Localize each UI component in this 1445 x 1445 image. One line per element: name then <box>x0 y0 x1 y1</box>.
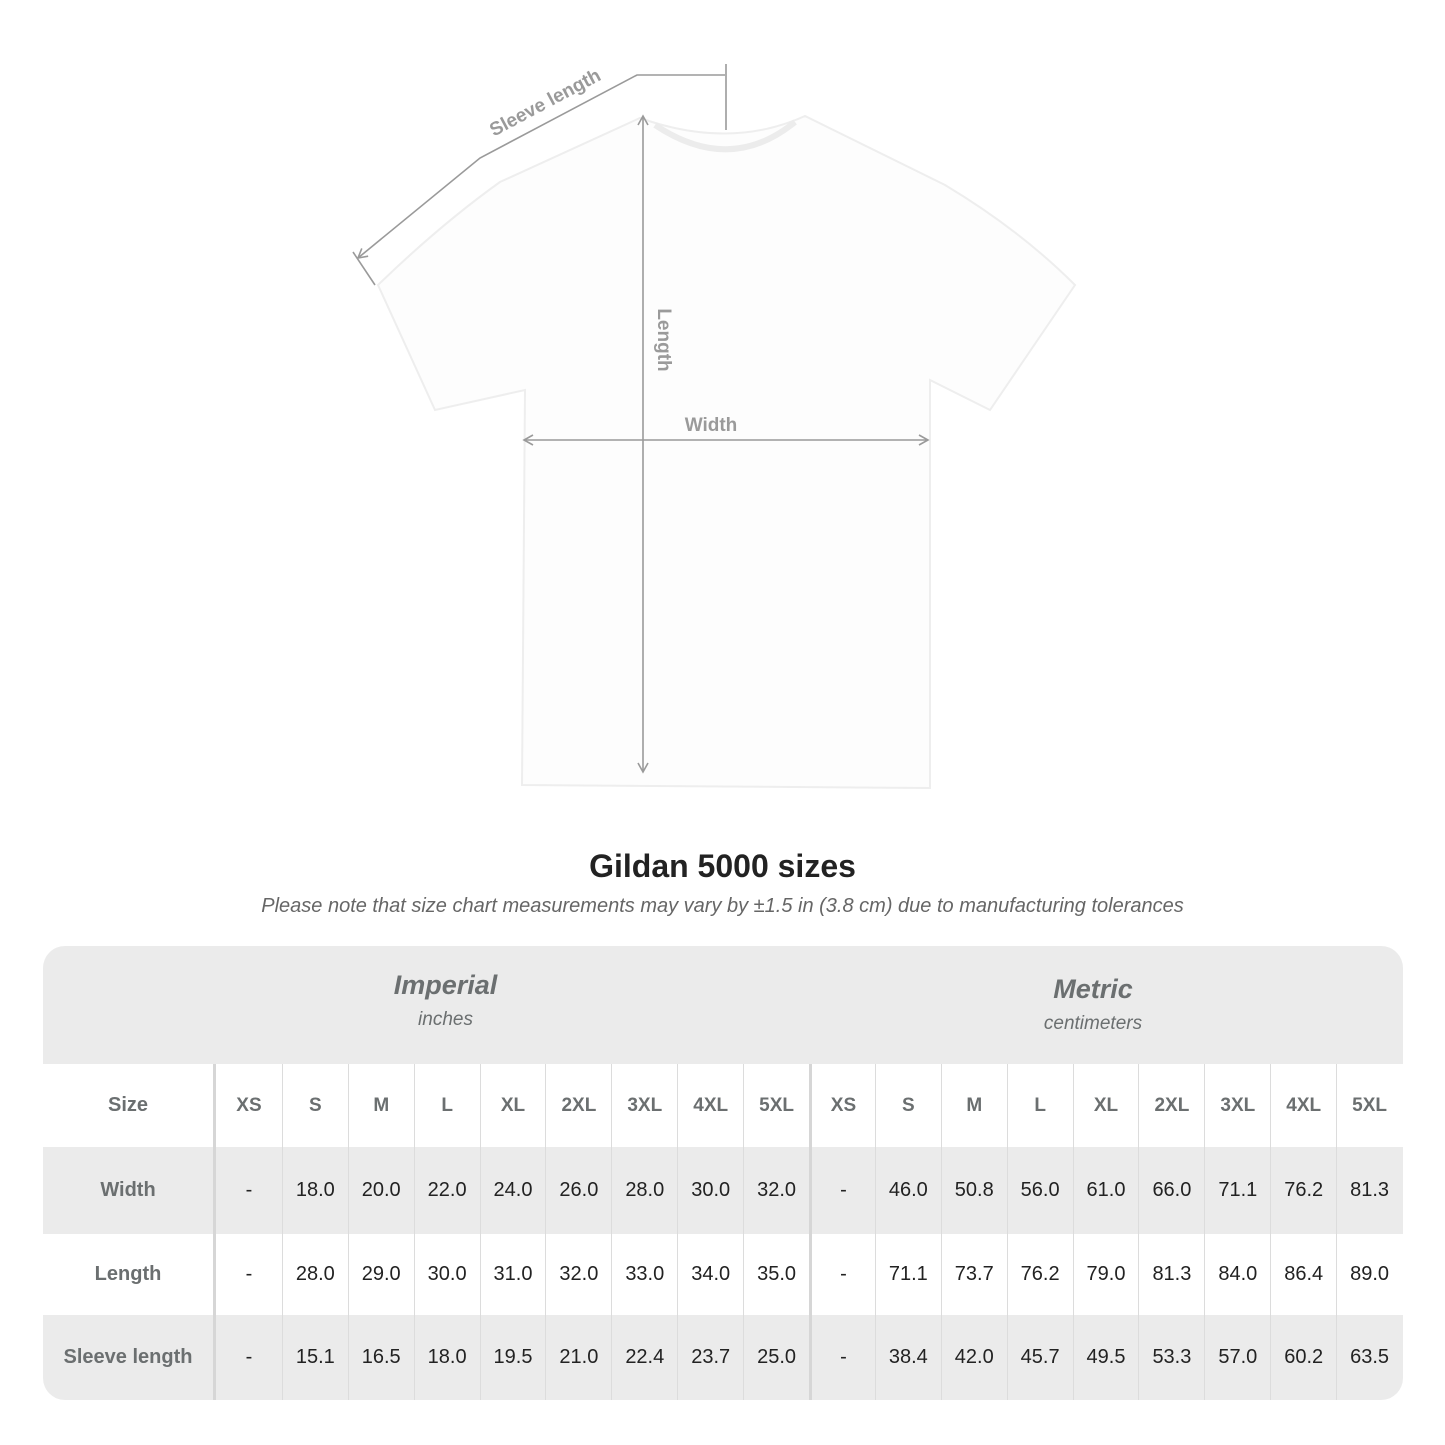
metric-value-cell: 73.7 <box>940 1234 1007 1315</box>
imperial-size-header: M <box>347 1064 414 1147</box>
imperial-size-header: XL <box>479 1064 546 1147</box>
imperial-value-cell: 23.7 <box>677 1315 743 1400</box>
size-column-label: Size <box>43 1064 216 1147</box>
metric-value-cell: 84.0 <box>1204 1234 1270 1315</box>
metric-size-header: XS <box>809 1064 875 1147</box>
sleeve-length-label: Sleeve length <box>486 65 604 141</box>
imperial-size-header: XS <box>236 1094 262 1116</box>
row-label: Width <box>43 1147 216 1234</box>
size-header-row: Size XS S M L XL 2XL 3XL 4XL 5XL XS S M L XL 2XL 3XL 4XL 5… <box>43 1064 1403 1147</box>
metric-value-cell: 60.2 <box>1270 1315 1336 1400</box>
imperial-size-header: L <box>413 1064 480 1147</box>
metric-value-cell: 61.0 <box>1072 1147 1139 1234</box>
imperial-size-header: 4XL <box>677 1064 743 1147</box>
metric-value-cell: 49.5 <box>1072 1315 1139 1400</box>
imperial-value-cell: 32.0 <box>743 1147 809 1234</box>
tolerance-note: Please note that size chart measurements… <box>261 895 1184 917</box>
imperial-value-cell: 35.0 <box>743 1234 809 1315</box>
imperial-value-cell: 16.5 <box>347 1315 414 1400</box>
page-title: Gildan 5000 sizes <box>589 848 856 884</box>
table-row: Length -28.0 29.0 30.0 31.0 32.0 33.0 34.0 35.0-… <box>43 1234 1403 1315</box>
metric-header: Metric centimeters <box>813 974 1373 1035</box>
imperial-value-cell: - <box>245 1263 253 1285</box>
metric-size-header: 2XL <box>1138 1064 1204 1147</box>
metric-value-cell: 81.3 <box>1138 1234 1204 1315</box>
table-row: Sleeve length - 15.1 16.5 18.0 19.5 21.0 22.4 23… <box>43 1315 1403 1400</box>
imperial-size-header: 2XL <box>545 1064 611 1147</box>
metric-value-cell: 76.2 <box>1006 1234 1073 1315</box>
metric-value-cell: 71.1 <box>1204 1147 1270 1234</box>
metric-value-cell: - <box>809 1234 875 1315</box>
imperial-size-header: 5XL <box>743 1064 809 1147</box>
imperial-value-cell: 31.0 <box>479 1234 546 1315</box>
length-label: Length <box>653 308 674 371</box>
imperial-value-cell: 21.0 <box>545 1315 611 1400</box>
size-table: Imperial inches Metric centimeters Size X… <box>43 946 1403 1400</box>
imperial-value-cell: 30.0 <box>677 1147 743 1234</box>
imperial-value-cell: 26.0 <box>545 1147 611 1234</box>
metric-value-cell: 50.8 <box>940 1147 1007 1234</box>
metric-value-cell: 86.4 <box>1270 1234 1336 1315</box>
metric-value-cell: 66.0 <box>1138 1147 1204 1234</box>
imperial-value-cell: - <box>245 1346 253 1368</box>
metric-value-cell: 53.3 <box>1138 1315 1204 1400</box>
imperial-value-cell: 20.0 <box>347 1147 414 1234</box>
row-label: Length <box>43 1234 216 1315</box>
metric-value-cell: 76.2 <box>1270 1147 1336 1234</box>
metric-size-header: L <box>1006 1064 1073 1147</box>
imperial-value-cell: 33.0 <box>611 1234 677 1315</box>
metric-value-cell: 79.0 <box>1072 1234 1139 1315</box>
metric-size-header: 3XL <box>1204 1064 1270 1147</box>
metric-value-cell: 45.7 <box>1006 1315 1073 1400</box>
metric-value-cell: 71.1 <box>874 1234 941 1315</box>
imperial-value-cell: 34.0 <box>677 1234 743 1315</box>
metric-title: Metric <box>1053 974 1133 1004</box>
metric-value-cell: 46.0 <box>874 1147 941 1234</box>
imperial-value-cell: 22.4 <box>611 1315 677 1400</box>
metric-size-header: XL <box>1072 1064 1139 1147</box>
metric-value-cell: 38.4 <box>874 1315 941 1400</box>
metric-size-header: M <box>940 1064 1007 1147</box>
metric-value-cell: - <box>809 1315 875 1400</box>
imperial-value-cell: 19.5 <box>479 1315 546 1400</box>
metric-size-header: 4XL <box>1270 1064 1336 1147</box>
imperial-value-cell: 28.0 <box>281 1234 348 1315</box>
metric-value-cell: - <box>809 1147 875 1234</box>
metric-size-header: S <box>874 1064 941 1147</box>
imperial-value-cell: 25.0 <box>743 1315 809 1400</box>
imperial-title: Imperial <box>393 970 498 1000</box>
imperial-value-cell: 28.0 <box>611 1147 677 1234</box>
imperial-value-cell: - <box>245 1179 253 1201</box>
imperial-value-cell: 18.0 <box>413 1315 480 1400</box>
imperial-value-cell: 15.1 <box>281 1315 348 1400</box>
imperial-value-cell: 24.0 <box>479 1147 546 1234</box>
metric-value-cell: 56.0 <box>1006 1147 1073 1234</box>
metric-value-cell: 89.0 <box>1336 1234 1402 1315</box>
table-row: Width -18.0 20.0 22.0 24.0 26.0 28.0 30.0 32.0-4… <box>43 1147 1403 1234</box>
metric-value-cell: 63.5 <box>1336 1315 1402 1400</box>
row-label: Sleeve length <box>43 1315 216 1400</box>
tshirt-shape <box>376 114 1077 790</box>
metric-unit: centimeters <box>1043 1013 1143 1034</box>
imperial-value-cell: 29.0 <box>347 1234 414 1315</box>
imperial-size-header: S <box>281 1064 348 1147</box>
table-header-band: Imperial inches Metric centimeters <box>43 946 1403 1064</box>
width-label: Width <box>685 415 738 436</box>
metric-value-cell: 81.3 <box>1336 1147 1402 1234</box>
imperial-value-cell: 18.0 <box>281 1147 348 1234</box>
imperial-unit: inches <box>418 1009 473 1030</box>
metric-value-cell: 57.0 <box>1204 1315 1270 1400</box>
imperial-value-cell: 32.0 <box>545 1234 611 1315</box>
imperial-value-cell: 30.0 <box>413 1234 480 1315</box>
imperial-value-cell: 22.0 <box>413 1147 480 1234</box>
imperial-header: Imperial inches <box>216 970 675 1031</box>
sleeve-length-arrow <box>356 74 725 260</box>
metric-value-cell: 42.0 <box>940 1315 1007 1400</box>
imperial-size-header: 3XL <box>611 1064 677 1147</box>
tshirt-diagram: Sleeve length Length Width <box>352 64 1077 790</box>
metric-size-header: 5XL <box>1336 1064 1402 1147</box>
